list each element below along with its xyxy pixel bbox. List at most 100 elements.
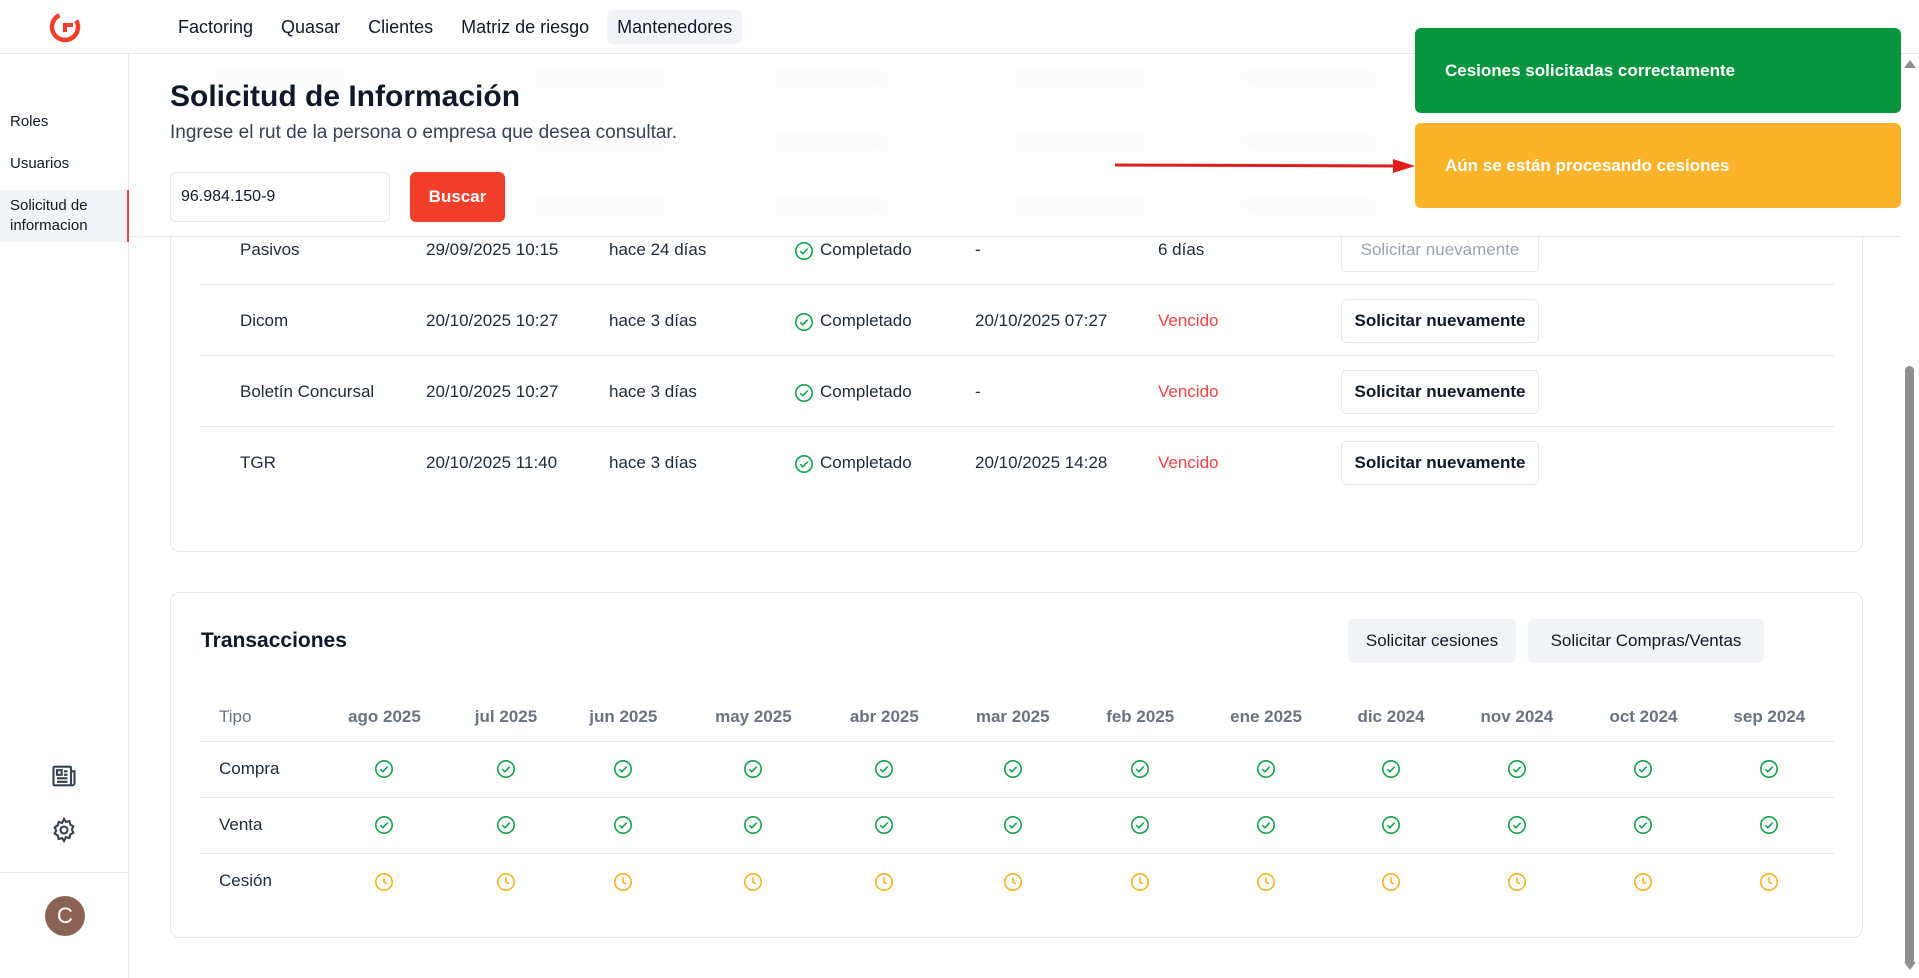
source-name: TGR	[240, 453, 276, 472]
source-ago: hace 24 días	[609, 240, 707, 259]
search-button[interactable]: Buscar	[410, 172, 505, 222]
sidebar-item-roles[interactable]: Roles	[10, 113, 49, 130]
transaction-type: Venta	[201, 797, 319, 854]
source-status-label: Completado	[820, 311, 912, 331]
source-row: Boletín Concursal 20/10/2025 10:27 hace 3 …	[201, 356, 1834, 427]
request-again-button[interactable]: Solicitar nuevamente	[1341, 299, 1539, 343]
nav-item-clientes[interactable]: Clientes	[368, 17, 434, 37]
clock-icon	[450, 853, 562, 909]
clock-icon	[1582, 853, 1704, 909]
check-circle-icon	[794, 453, 814, 474]
check-circle-icon	[449, 797, 563, 854]
avatar[interactable]: C	[45, 896, 85, 936]
source-expiry: -	[975, 240, 981, 259]
check-circle-icon	[794, 240, 814, 261]
newspaper-icon[interactable]	[50, 762, 78, 790]
check-circle-icon	[946, 741, 1080, 798]
transaction-row: Cesión	[201, 853, 1834, 909]
month-column-header: abr 2025	[822, 693, 947, 742]
request-compras-ventas-button[interactable]: Solicitar Compras/Ventas	[1528, 619, 1764, 663]
source-expiry: -	[975, 382, 981, 401]
month-column-header: ago 2025	[319, 693, 450, 742]
check-circle-icon	[319, 741, 450, 798]
page-title: Solicitud de Información	[170, 80, 521, 113]
month-column-header: may 2025	[684, 693, 823, 742]
transactions-title: Transacciones	[201, 629, 347, 652]
company-logo-icon[interactable]	[48, 10, 82, 44]
vertical-scrollbar[interactable]	[1900, 54, 1919, 978]
main-nav: Factoring Quasar Clientes Matriz de ries…	[168, 10, 743, 44]
clock-icon	[1705, 853, 1834, 909]
check-circle-icon	[1201, 797, 1331, 854]
check-circle-icon	[1201, 741, 1331, 798]
source-validity: Vencido	[1158, 382, 1219, 401]
source-date: 20/10/2025 11:40	[426, 453, 558, 472]
transactions-table: Tipo ago 2025 jul 2025 jun 2025 may 2025 abr …	[201, 693, 1834, 909]
month-column-header: jul 2025	[449, 693, 563, 742]
sidebar-item-label: Solicitud de informacion	[10, 197, 88, 234]
source-expiry: 20/10/2025 07:27	[975, 311, 1108, 330]
transaction-row: Venta	[201, 797, 1834, 854]
transaction-row: Compra	[201, 741, 1834, 798]
toast-warning[interactable]: Aún se están procesando cesiones	[1415, 123, 1901, 208]
gear-icon[interactable]	[50, 816, 78, 844]
scroll-up-arrow-icon[interactable]	[1904, 60, 1916, 68]
month-column-header: mar 2025	[946, 693, 1080, 742]
check-circle-icon	[1079, 741, 1202, 798]
clock-icon	[1079, 853, 1201, 909]
rut-input[interactable]	[170, 172, 390, 222]
check-circle-icon	[319, 797, 450, 854]
request-cesiones-button[interactable]: Solicitar cesiones	[1348, 619, 1516, 663]
check-circle-icon	[1704, 797, 1834, 854]
source-status-label: Completado	[820, 382, 912, 402]
month-column-header: feb 2025	[1079, 693, 1202, 742]
source-status: Completado	[794, 240, 912, 261]
source-validity: 6 días	[1158, 240, 1205, 259]
source-expiry: 20/10/2025 14:28	[975, 453, 1108, 472]
check-circle-icon	[1704, 741, 1834, 798]
sidebar: Roles Usuarios Solicitud de informacion …	[0, 54, 129, 978]
clock-icon	[1451, 853, 1582, 909]
month-column-header: sep 2024	[1704, 693, 1834, 742]
check-circle-icon	[684, 797, 823, 854]
source-date: 20/10/2025 10:27	[426, 311, 559, 330]
nav-item-factoring[interactable]: Factoring	[178, 17, 254, 37]
source-date: 20/10/2025 10:27	[426, 382, 559, 401]
sources-card: Pasivos 29/09/2025 10:15 hace 24 días - 6 dí…	[170, 214, 1863, 552]
check-circle-icon	[1451, 741, 1583, 798]
toast-success[interactable]: Cesiones solicitadas correctamente	[1415, 28, 1901, 113]
type-column-header: Tipo	[201, 693, 319, 742]
month-column-header: jun 2025	[562, 693, 685, 742]
check-circle-icon	[449, 741, 563, 798]
check-circle-icon	[794, 311, 814, 332]
source-validity: Vencido	[1158, 453, 1219, 472]
scroll-down-arrow-icon[interactable]	[1904, 962, 1916, 970]
source-row: Dicom 20/10/2025 10:27 hace 3 días 20/10/20…	[201, 285, 1834, 356]
check-circle-icon	[1451, 797, 1583, 854]
request-again-button[interactable]: Solicitar nuevamente	[1341, 370, 1539, 414]
nav-item-mantenedores[interactable]: Mantenedores	[607, 10, 743, 44]
nav-item-matriz-de-riesgo[interactable]: Matriz de riesgo	[461, 17, 590, 37]
check-circle-icon	[1079, 797, 1202, 854]
source-validity: Vencido	[1158, 311, 1219, 330]
check-circle-icon	[822, 797, 947, 854]
source-status: Completado	[794, 453, 912, 474]
clock-icon	[562, 853, 684, 909]
red-arrow-annotation	[1115, 159, 1415, 173]
month-column-header: dic 2024	[1330, 693, 1452, 742]
month-column-header: ene 2025	[1201, 693, 1331, 742]
transaction-type: Compra	[201, 741, 319, 798]
check-circle-icon	[1330, 797, 1452, 854]
sidebar-item-solicitud-de-informacion[interactable]: Solicitud de informacion	[0, 190, 129, 242]
scrollbar-thumb[interactable]	[1905, 366, 1914, 966]
source-status: Completado	[794, 382, 912, 403]
sidebar-item-usuarios[interactable]: Usuarios	[10, 155, 70, 172]
check-circle-icon	[562, 741, 685, 798]
sidebar-divider	[0, 872, 129, 873]
check-circle-icon	[684, 741, 823, 798]
nav-item-quasar[interactable]: Quasar	[281, 17, 341, 37]
page-subtitle: Ingrese el rut de la persona o empresa q…	[170, 122, 677, 143]
top-navbar: Factoring Quasar Clientes Matriz de ries…	[0, 0, 1919, 54]
source-ago: hace 3 días	[609, 382, 697, 401]
request-again-button[interactable]: Solicitar nuevamente	[1341, 441, 1539, 485]
